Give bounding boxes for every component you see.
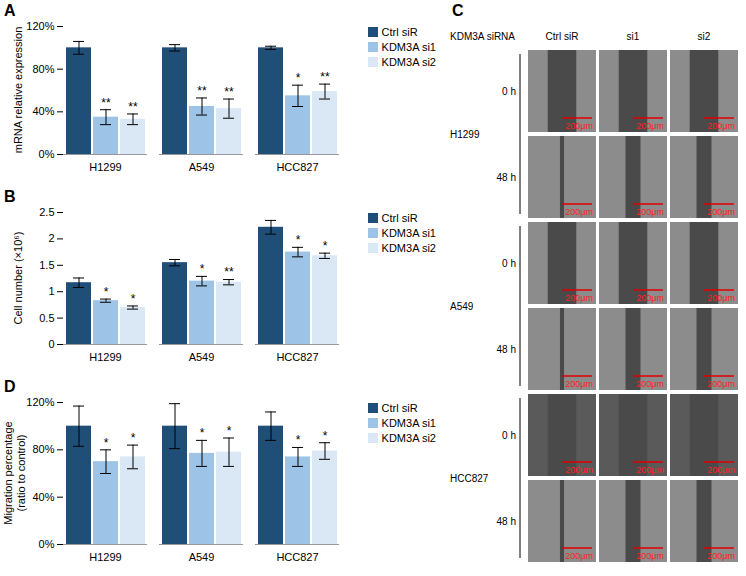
svg-text:0 h: 0 h <box>502 86 516 97</box>
svg-text:200μm: 200μm <box>636 465 664 475</box>
svg-text:200μm: 200μm <box>707 379 735 389</box>
svg-text:2.5: 2.5 <box>39 206 54 218</box>
html-text:Ctrl siR: Ctrl siR <box>381 26 418 38</box>
svg-text:mRNA relative expression: mRNA relative expression <box>12 27 24 154</box>
svg-text:*: * <box>131 431 136 445</box>
html-text:B: B <box>4 188 16 205</box>
svg-text:*: * <box>131 292 136 306</box>
svg-text:A549: A549 <box>189 351 215 363</box>
svg-text:KDM3A siRNA: KDM3A siRNA <box>450 31 515 42</box>
svg-text:40%: 40% <box>32 491 54 503</box>
svg-text:48 h: 48 h <box>497 344 516 355</box>
svg-text:200μm: 200μm <box>636 551 664 561</box>
svg-text:*: * <box>323 429 328 443</box>
svg-text:**: ** <box>101 96 111 110</box>
svg-text:200μm: 200μm <box>707 293 735 303</box>
html-text:KDM3A si2: KDM3A si2 <box>381 56 436 68</box>
svg-text:200μm: 200μm <box>565 465 593 475</box>
svg-text:**: ** <box>224 85 234 99</box>
svg-text:HCC827: HCC827 <box>450 473 489 484</box>
html-text:D: D <box>4 378 16 395</box>
svg-text:200μm: 200μm <box>707 121 735 131</box>
svg-text:HCC827: HCC827 <box>276 351 318 363</box>
svg-text:A549: A549 <box>189 161 215 173</box>
svg-text:*: * <box>296 433 301 447</box>
svg-text:200μm: 200μm <box>707 465 735 475</box>
svg-text:0%: 0% <box>39 538 55 550</box>
svg-text:200μm: 200μm <box>707 551 735 561</box>
svg-text:0: 0 <box>48 338 54 350</box>
svg-text:200μm: 200μm <box>707 207 735 217</box>
html-text:KDM3A si1: KDM3A si1 <box>381 227 436 239</box>
html-text:Ctrl siR: Ctrl siR <box>381 212 418 224</box>
svg-text:Cell number (×10⁶): Cell number (×10⁶) <box>12 232 24 325</box>
svg-text:120%: 120% <box>26 396 54 408</box>
svg-text:*: * <box>227 424 232 438</box>
svg-text:si2: si2 <box>698 31 711 42</box>
svg-text:200μm: 200μm <box>636 293 664 303</box>
svg-text:H1299: H1299 <box>89 161 121 173</box>
svg-text:2: 2 <box>48 232 54 244</box>
svg-text:48 h: 48 h <box>497 516 516 527</box>
svg-text:C: C <box>452 2 464 19</box>
svg-text:**: ** <box>224 265 234 279</box>
svg-text:Migration percentage(ratio to: Migration percentage(ratio to control) <box>2 421 27 524</box>
svg-text:0.5: 0.5 <box>39 312 54 324</box>
svg-text:**: ** <box>320 70 330 84</box>
html-text:KDM3A si2: KDM3A si2 <box>381 242 436 254</box>
svg-text:0 h: 0 h <box>502 258 516 269</box>
svg-text:0 h: 0 h <box>502 430 516 441</box>
html-text:KDM3A si2: KDM3A si2 <box>381 432 436 444</box>
svg-text:*: * <box>104 285 109 299</box>
svg-text:200μm: 200μm <box>565 293 593 303</box>
svg-text:*: * <box>323 239 328 253</box>
svg-text:200μm: 200μm <box>636 379 664 389</box>
svg-text:200μm: 200μm <box>636 207 664 217</box>
svg-text:*: * <box>104 436 109 450</box>
svg-text:80%: 80% <box>32 443 54 455</box>
svg-text:1: 1 <box>48 285 54 297</box>
svg-text:HCC827: HCC827 <box>276 551 318 563</box>
svg-text:200μm: 200μm <box>565 379 593 389</box>
svg-text:HCC827: HCC827 <box>276 161 318 173</box>
svg-text:*: * <box>200 262 205 276</box>
svg-text:200μm: 200μm <box>636 121 664 131</box>
svg-text:Ctrl siR: Ctrl siR <box>546 31 579 42</box>
svg-text:*: * <box>200 426 205 440</box>
svg-text:*: * <box>296 233 301 247</box>
svg-text:A549: A549 <box>450 301 474 312</box>
svg-text:40%: 40% <box>32 105 54 117</box>
svg-text:H1299: H1299 <box>89 351 121 363</box>
svg-text:H1299: H1299 <box>450 129 480 140</box>
svg-text:**: ** <box>197 84 207 98</box>
html-text:KDM3A si1: KDM3A si1 <box>381 41 436 53</box>
svg-text:200μm: 200μm <box>565 551 593 561</box>
svg-text:80%: 80% <box>32 63 54 75</box>
svg-text:48 h: 48 h <box>497 172 516 183</box>
svg-text:120%: 120% <box>26 20 54 32</box>
html-text:Ctrl siR: Ctrl siR <box>381 402 418 414</box>
html-text:KDM3A si1: KDM3A si1 <box>381 417 436 429</box>
svg-text:200μm: 200μm <box>565 121 593 131</box>
svg-text:0%: 0% <box>39 148 55 160</box>
svg-text:H1299: H1299 <box>89 551 121 563</box>
svg-text:A549: A549 <box>189 551 215 563</box>
svg-text:si1: si1 <box>627 31 640 42</box>
svg-text:**: ** <box>128 100 138 114</box>
html-text:A: A <box>4 2 16 19</box>
svg-text:*: * <box>296 71 301 85</box>
svg-text:200μm: 200μm <box>565 207 593 217</box>
svg-text:1.5: 1.5 <box>39 259 54 271</box>
